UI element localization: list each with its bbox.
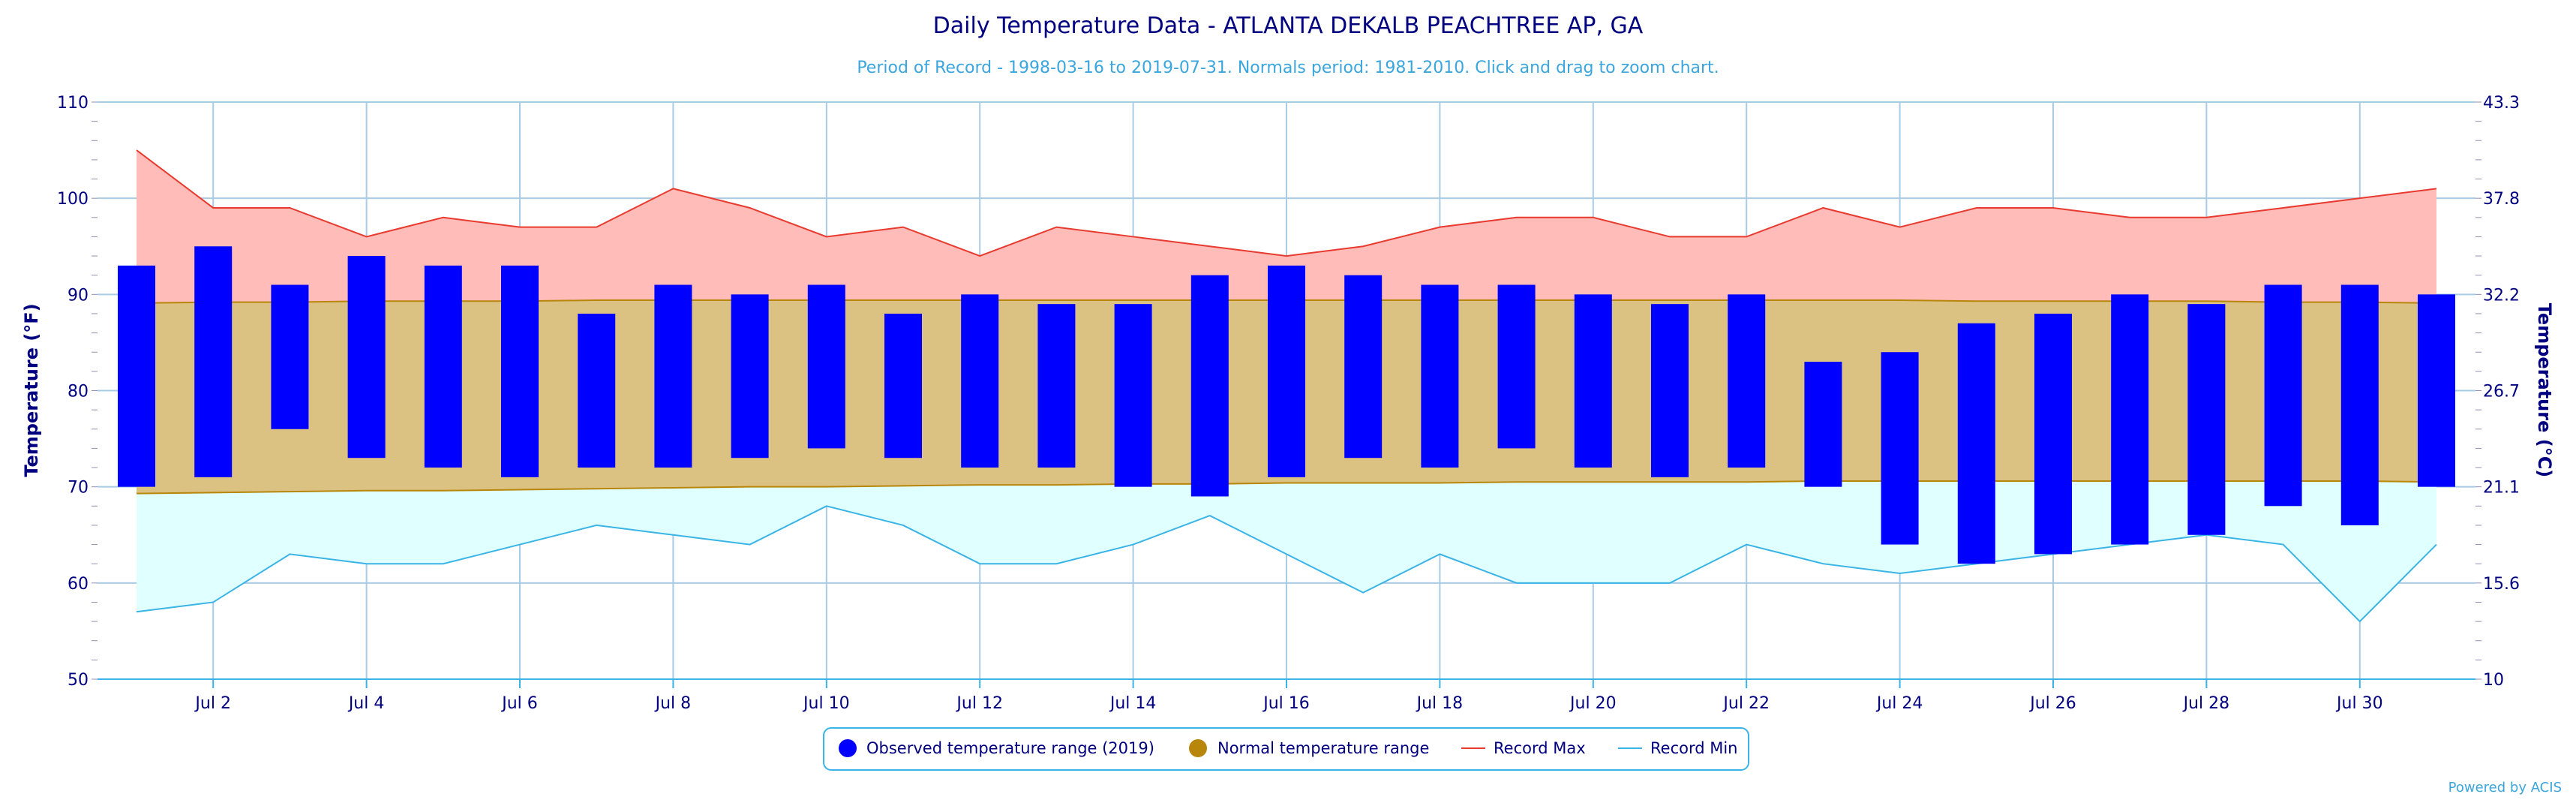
y-tick-label-right: 37.8 xyxy=(2483,190,2520,209)
legend-item-observed[interactable]: Observed temperature range (2019) xyxy=(839,739,1154,757)
y-tick-label-right: 43.3 xyxy=(2483,94,2520,113)
observed-bar-jul-10[interactable] xyxy=(807,284,845,449)
observed-bar-jul-8[interactable] xyxy=(654,284,692,468)
observed-bar-jul-17[interactable] xyxy=(1344,275,1383,459)
x-tick-label: Jul 20 xyxy=(1569,694,1617,713)
y-tick-label-right: 26.7 xyxy=(2483,383,2520,402)
observed-bar-jul-11[interactable] xyxy=(884,313,922,459)
y-tick-label-left: 110 xyxy=(57,94,89,113)
y-tick-label-left: 60 xyxy=(68,575,89,594)
observed-bar-jul-22[interactable] xyxy=(1728,294,1766,468)
legend: Observed temperature range (2019) Normal… xyxy=(823,727,1749,771)
observed-bar-jul-7[interactable] xyxy=(578,313,616,468)
observed-bar-jul-12[interactable] xyxy=(961,294,999,468)
observed-bar-jul-27[interactable] xyxy=(2111,294,2149,545)
observed-bar-jul-25[interactable] xyxy=(1957,323,1995,564)
observed-bar-jul-20[interactable] xyxy=(1574,294,1612,468)
x-tick-label: Jul 28 xyxy=(2182,694,2230,713)
observed-bar-jul-9[interactable] xyxy=(731,294,769,459)
x-tick-label: Jul 4 xyxy=(347,694,385,713)
observed-bar-jul-6[interactable] xyxy=(501,265,539,477)
record-min-area xyxy=(137,480,2436,622)
legend-observed-label: Observed temperature range (2019) xyxy=(866,739,1154,757)
observed-bar-jul-18[interactable] xyxy=(1421,284,1459,468)
x-tick-label: Jul 6 xyxy=(500,694,538,713)
observed-bar-jul-5[interactable] xyxy=(424,265,462,468)
legend-box xyxy=(823,727,1749,771)
observed-bar-jul-4[interactable] xyxy=(347,256,386,459)
x-tick-label: Jul 14 xyxy=(1109,694,1157,713)
x-tick-label: Jul 18 xyxy=(1416,694,1464,713)
observed-bar-jul-31[interactable] xyxy=(2418,294,2455,487)
observed-bar-jul-3[interactable] xyxy=(271,284,309,429)
record-max-line xyxy=(136,149,2437,257)
x-tick-label: Jul 30 xyxy=(2335,694,2383,713)
axes: 50 10 60 15.6 70 21.1 80 26.7 90 32.2 100 37.8 110 43… xyxy=(57,94,2520,713)
y-axis-title-right: Temperature (°C) xyxy=(2534,303,2555,478)
legend-item-record-min[interactable]: Record Min xyxy=(1618,739,1738,757)
legend-item-record-max[interactable]: Record Max xyxy=(1461,739,1586,757)
x-tick-label: Jul 24 xyxy=(1875,694,1923,713)
observed-bar-jul-21[interactable] xyxy=(1651,304,1689,477)
observed-bar-jul-24[interactable] xyxy=(1881,352,1919,545)
observed-bar-jul-13[interactable] xyxy=(1037,304,1076,468)
y-tick-label-right: 32.2 xyxy=(2483,286,2520,305)
y-tick-label-right: 10 xyxy=(2483,671,2504,690)
observed-bar-jul-29[interactable] xyxy=(2264,284,2302,507)
x-tick-label: Jul 26 xyxy=(2028,694,2076,713)
observed-bar-jul-30[interactable] xyxy=(2340,284,2379,525)
legend-observed-marker xyxy=(839,739,857,757)
observed-bars[interactable] xyxy=(118,246,2455,564)
legend-normal-label: Normal temperature range xyxy=(1217,739,1429,757)
y-tick-label-right: 15.6 xyxy=(2483,575,2520,594)
x-tick-label: Jul 16 xyxy=(1262,694,1310,713)
chart-title: Daily Temperature Data - ATLANTA DEKALB … xyxy=(933,13,1644,39)
x-tick-label: Jul 2 xyxy=(194,694,231,713)
y-tick-label-right: 21.1 xyxy=(2483,479,2520,498)
legend-record-min-label: Record Min xyxy=(1650,739,1738,757)
chart-subtitle: Period of Record - 1998-03-16 to 2019-07… xyxy=(857,59,1719,77)
observed-bar-jul-1[interactable] xyxy=(118,265,155,487)
credit-link[interactable]: Powered by ACIS xyxy=(2448,780,2562,795)
observed-bar-jul-28[interactable] xyxy=(2187,304,2226,535)
observed-bar-jul-26[interactable] xyxy=(2034,313,2072,555)
y-tick-label-left: 50 xyxy=(68,671,89,690)
y-axis-title-left: Temperature (°F) xyxy=(21,303,42,477)
record-max-area xyxy=(137,150,2436,303)
observed-bar-jul-16[interactable] xyxy=(1268,265,1305,477)
observed-bar-jul-15[interactable] xyxy=(1190,275,1229,497)
observed-bar-jul-14[interactable] xyxy=(1114,304,1152,487)
observed-bar-jul-23[interactable] xyxy=(1804,362,1842,487)
legend-item-normal[interactable]: Normal temperature range xyxy=(1189,739,1429,757)
x-tick-label: Jul 22 xyxy=(1722,694,1770,713)
x-tick-label: Jul 12 xyxy=(955,694,1003,713)
x-tick-label: Jul 8 xyxy=(654,694,692,713)
observed-bar-jul-2[interactable] xyxy=(194,246,233,477)
legend-normal-marker xyxy=(1189,739,1207,757)
observed-bar-jul-19[interactable] xyxy=(1497,284,1536,449)
y-tick-label-left: 90 xyxy=(68,286,89,305)
x-tick-label: Jul 10 xyxy=(802,694,850,713)
y-tick-label-left: 70 xyxy=(68,479,89,498)
y-tick-label-left: 80 xyxy=(68,383,89,402)
legend-record-max-label: Record Max xyxy=(1494,739,1586,757)
y-tick-label-left: 100 xyxy=(57,190,89,209)
